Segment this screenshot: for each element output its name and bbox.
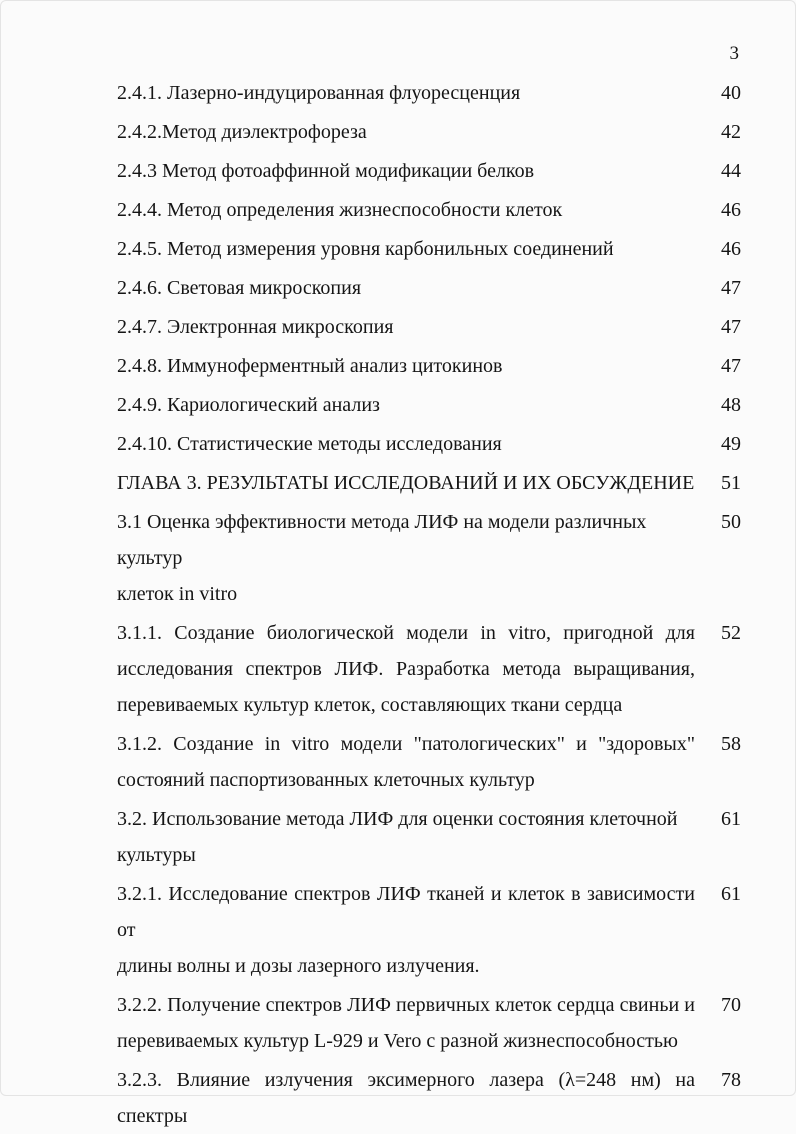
toc-entry-page: 46	[721, 238, 741, 260]
toc-entry-page: 42	[721, 121, 741, 143]
toc-entry-page: 49	[721, 433, 741, 455]
toc-entry-title-line: клеток in vitro	[117, 583, 238, 605]
toc-entry-title-line: 3.1.1. Создание биологической модели in …	[117, 622, 695, 644]
toc-entry: 3.2.1. Исследование спектров ЛИФ тканей …	[117, 876, 741, 984]
toc-entry-title: 2.4.6. Световая микроскопия	[117, 270, 695, 306]
toc-entry-title: ГЛАВА 3. РЕЗУЛЬТАТЫ ИССЛЕДОВАНИЙ И ИХ ОБ…	[117, 465, 695, 501]
toc-entry-title: 3.2.1. Исследование спектров ЛИФ тканей …	[117, 876, 695, 984]
toc-entry-title: 2.4.4. Метод определения жизнеспособност…	[117, 192, 695, 228]
toc-entry-title: 3.1.1. Создание биологической модели in …	[117, 615, 695, 723]
toc-entry-title-line: 2.4.3 Метод фотоаффинной модификации бел…	[117, 160, 535, 182]
toc-entry-page: 78	[721, 1069, 741, 1091]
toc-entry-title: 2.4.7. Электронная микроскопия	[117, 309, 695, 345]
toc-entry-page: 61	[721, 808, 741, 830]
toc-entry-title-line: 3.1 Оценка эффективности метода ЛИФ на м…	[117, 511, 647, 569]
toc-entry-title-line: исследования спектров ЛИФ. Разработка ме…	[117, 658, 695, 680]
toc-entry: 2.4.4. Метод определения жизнеспособност…	[117, 192, 741, 228]
toc-entry: 2.4.10. Статистические методы исследован…	[117, 426, 741, 462]
toc-entry-title: 2.4.2.Метод диэлектрофореза	[117, 114, 695, 150]
toc-entry-title-line: 2.4.5. Метод измерения уровня карбонильн…	[117, 238, 614, 260]
toc-entry-title-line: 2.4.4. Метод определения жизнеспособност…	[117, 199, 563, 221]
toc-entry-title: 2.4.1. Лазерно-индуцированная флуоресцен…	[117, 75, 695, 111]
toc-entry-page: 44	[721, 160, 741, 182]
toc-entry: 3.1.1. Создание биологической модели in …	[117, 615, 741, 723]
toc-entry-page: 52	[721, 622, 741, 644]
toc-entry-title-line: 2.4.8. Иммуноферментный анализ цитокинов	[117, 355, 503, 377]
toc-entry-title-line: ГЛАВА 3. РЕЗУЛЬТАТЫ ИССЛЕДОВАНИЙ И ИХ ОБ…	[117, 472, 695, 494]
toc-entry-title: 3.1.2. Создание in vitro модели "патолог…	[117, 726, 695, 798]
toc-entry-title: 2.4.3 Метод фотоаффинной модификации бел…	[117, 153, 695, 189]
toc-entry-page: 47	[721, 355, 741, 377]
toc-entry-title: 2.4.8. Иммуноферментный анализ цитокинов	[117, 348, 695, 384]
toc-entry: 3.2.2. Получение спектров ЛИФ первичных …	[117, 987, 741, 1059]
toc-entry-title-line: 2.4.1. Лазерно-индуцированная флуоресцен…	[117, 82, 521, 104]
toc-entry-title: 3.2. Использование метода ЛИФ для оценки…	[117, 801, 695, 873]
toc-entry-title-line: 2.4.2.Метод диэлектрофореза	[117, 121, 367, 143]
toc-entry-page: 40	[721, 82, 741, 104]
toc-entry-page: 46	[721, 199, 741, 221]
toc-entry-page: 47	[721, 316, 741, 338]
table-of-contents: 2.4.1. Лазерно-индуцированная флуоресцен…	[117, 75, 741, 1134]
toc-entry-page: 47	[721, 277, 741, 299]
page-number: 3	[729, 43, 740, 64]
toc-entry: 3.2.3. Влияние излучения эксимерного лаз…	[117, 1062, 741, 1134]
toc-entry-title: 2.4.10. Статистические методы исследован…	[117, 426, 695, 462]
toc-entry: 3.2. Использование метода ЛИФ для оценки…	[117, 801, 741, 873]
toc-entry-title-line: культуры	[117, 844, 196, 866]
toc-entry: 2.4.9. Кариологический анализ 48	[117, 387, 741, 423]
toc-entry-page: 58	[721, 733, 741, 755]
toc-entry-title-line: состояний паспортизованных клеточных кул…	[117, 769, 535, 791]
toc-entry-title: 2.4.5. Метод измерения уровня карбонильн…	[117, 231, 695, 267]
toc-entry: 2.4.3 Метод фотоаффинной модификации бел…	[117, 153, 741, 189]
toc-entry: 2.4.1. Лазерно-индуцированная флуоресцен…	[117, 75, 741, 111]
toc-entry: ГЛАВА 3. РЕЗУЛЬТАТЫ ИССЛЕДОВАНИЙ И ИХ ОБ…	[117, 465, 741, 501]
toc-entry-page: 51	[721, 472, 741, 494]
toc-entry-title-line: перевиваемых культур L-929 и Vero с разн…	[117, 1030, 678, 1052]
toc-entry-title-line: перевиваемых культур клеток, составляющи…	[117, 694, 623, 716]
toc-entry-title-line: 3.2.2. Получение спектров ЛИФ первичных …	[117, 994, 695, 1016]
toc-entry-page: 70	[721, 994, 741, 1016]
toc-entry-title: 3.2.3. Влияние излучения эксимерного лаз…	[117, 1062, 695, 1134]
toc-entry-title-line: 3.2. Использование метода ЛИФ для оценки…	[117, 808, 678, 830]
toc-entry: 3.1.2. Создание in vitro модели "патолог…	[117, 726, 741, 798]
toc-entry: 2.4.5. Метод измерения уровня карбонильн…	[117, 231, 741, 267]
toc-entry: 2.4.7. Электронная микроскопия 47	[117, 309, 741, 345]
toc-entry-page: 61	[721, 883, 741, 905]
toc-entry-title-line: длины волны и дозы лазерного излучения.	[117, 955, 480, 977]
toc-entry-page: 48	[721, 394, 741, 416]
toc-entry-title-line: 2.4.10. Статистические методы исследован…	[117, 433, 502, 455]
toc-entry: 3.1 Оценка эффективности метода ЛИФ на м…	[117, 504, 741, 612]
toc-entry-title: 3.2.2. Получение спектров ЛИФ первичных …	[117, 987, 695, 1059]
toc-entry-title-line: 3.2.3. Влияние излучения эксимерного лаз…	[117, 1069, 695, 1127]
toc-entry-page: 50	[721, 511, 741, 533]
toc-entry: 2.4.6. Световая микроскопия 47	[117, 270, 741, 306]
toc-entry-title-line: 3.1.2. Создание in vitro модели "патолог…	[117, 733, 695, 755]
toc-entry-title-line: 2.4.6. Световая микроскопия	[117, 277, 362, 299]
toc-entry: 2.4.8. Иммуноферментный анализ цитокинов…	[117, 348, 741, 384]
toc-entry-title: 3.1 Оценка эффективности метода ЛИФ на м…	[117, 504, 695, 612]
toc-entry: 2.4.2.Метод диэлектрофореза 42	[117, 114, 741, 150]
toc-entry-title-line: 3.2.1. Исследование спектров ЛИФ тканей …	[117, 883, 695, 941]
toc-entry-title-line: 2.4.9. Кариологический анализ	[117, 394, 380, 416]
toc-entry-title: 2.4.9. Кариологический анализ	[117, 387, 695, 423]
toc-entry-title-line: 2.4.7. Электронная микроскопия	[117, 316, 394, 338]
